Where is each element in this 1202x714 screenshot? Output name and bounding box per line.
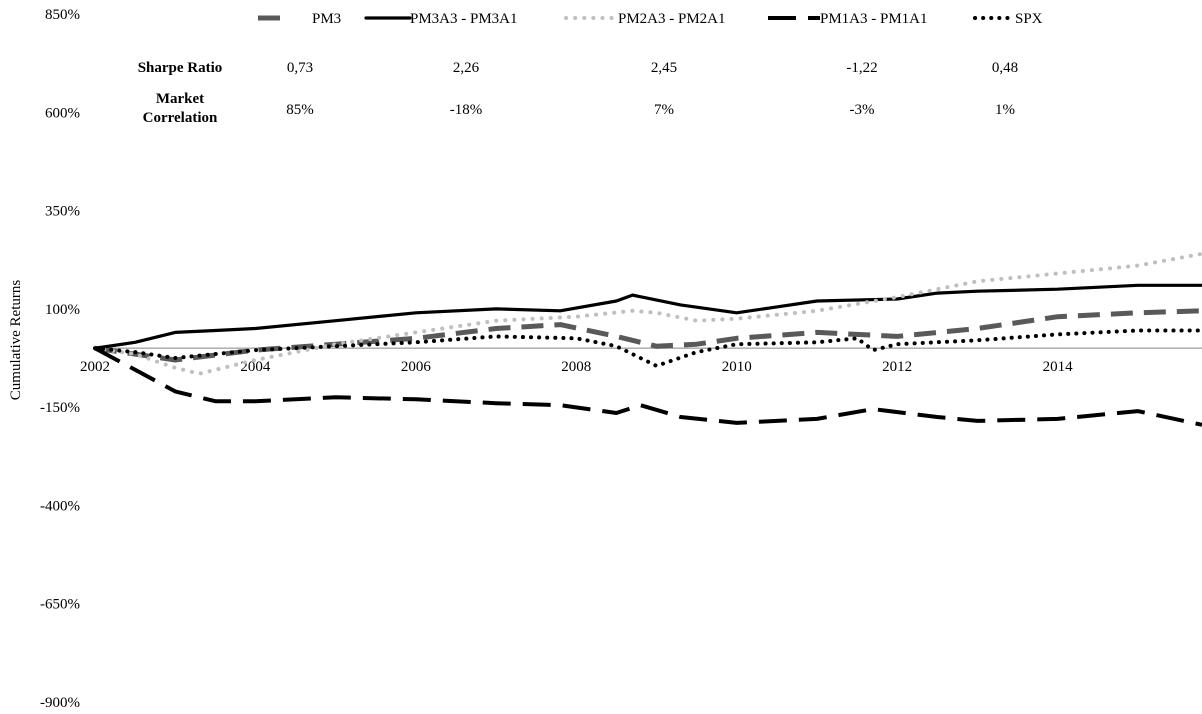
legend-label-pm3: PM3	[312, 11, 341, 27]
series-line-pm3	[94, 308, 1202, 363]
y-tick-label: 350%	[45, 204, 80, 220]
stats-cell: 1%	[995, 102, 1015, 118]
x-axis: 2002 2004 2006 2008 2010 2012 2014	[80, 359, 1073, 375]
stats-cell: 85%	[286, 102, 314, 118]
stats-cell: 0,73	[287, 60, 313, 76]
x-tick-label: 2006	[401, 359, 432, 375]
legend: PM3 PM3A3 - PM3A1 PM2A3 - PM2A1 PM1A3 - PM1…	[258, 11, 1043, 27]
stats-cell: -1,22	[846, 60, 877, 76]
stats-row-label: Market Correlation	[143, 91, 218, 126]
y-axis: 850% 600% 350% 100% -150% -400% -650% -900%	[40, 7, 80, 711]
y-tick-label: -400%	[40, 498, 80, 514]
y-axis-title: Cumulative Returns	[8, 280, 24, 401]
series-line-pm3a3-pm3a1	[93, 283, 1202, 350]
series-layer	[93, 251, 1202, 427]
stats-cell: 7%	[654, 102, 674, 118]
series-line-pm2a3-pm2a1	[93, 251, 1202, 376]
stats-table: Sharpe Ratio Market Correlation 0,73 2,26 2,4…	[138, 60, 1018, 126]
legend-label-spx: SPX	[1015, 11, 1043, 27]
series-line-pm1a3-pm1a1	[94, 346, 1202, 427]
x-tick-label: 2010	[722, 359, 752, 375]
stats-row-label: Sharpe Ratio	[138, 60, 223, 76]
y-tick-label: -150%	[40, 400, 80, 416]
y-tick-label: -650%	[40, 597, 80, 613]
x-tick-label: 2014	[1043, 359, 1074, 375]
stats-cell: 2,26	[453, 60, 480, 76]
x-tick-label: 2012	[882, 359, 912, 375]
y-tick-label: 850%	[45, 7, 80, 23]
y-tick-label: 100%	[45, 302, 80, 318]
stats-cell: -3%	[850, 102, 875, 118]
stats-cell: 2,45	[651, 60, 677, 76]
legend-label-pm3a3-pm3a1: PM3A3 - PM3A1	[410, 11, 518, 27]
x-tick-label: 2004	[240, 359, 271, 375]
x-tick-label: 2002	[80, 359, 110, 375]
y-tick-label: -900%	[40, 695, 80, 711]
series-line-spx	[93, 328, 1202, 368]
legend-label-pm1a3-pm1a1: PM1A3 - PM1A1	[820, 11, 928, 27]
x-tick-label: 2008	[561, 359, 591, 375]
y-tick-label: 600%	[45, 105, 80, 121]
stats-cell: 0,48	[992, 60, 1018, 76]
legend-label-pm2a3-pm2a1: PM2A3 - PM2A1	[618, 11, 726, 27]
stats-cell: -18%	[450, 102, 483, 118]
